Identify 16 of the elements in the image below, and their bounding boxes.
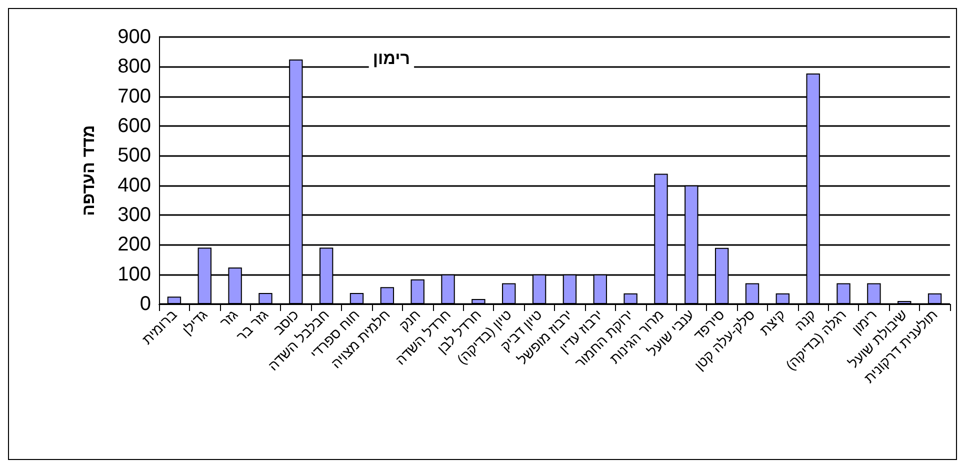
y-tick-label: 800 <box>118 56 151 78</box>
x-tick-label: קיצת <box>756 306 788 338</box>
y-axis-title: מדד העדפה <box>79 125 98 216</box>
y-tick-label: 600 <box>118 115 151 137</box>
y-tick-label: 100 <box>118 263 151 286</box>
x-tick-label: גזר <box>216 306 241 330</box>
y-tick-label: 900 <box>118 26 151 48</box>
y-tick-label: 700 <box>118 85 151 108</box>
y-tick-label: 0 <box>140 293 151 315</box>
y-tick-label: 200 <box>118 234 151 256</box>
y-tick-label: 500 <box>118 144 151 167</box>
y-tick-label: 400 <box>118 174 151 196</box>
x-tick-label: קנה <box>791 306 819 334</box>
y-tick-label: 300 <box>118 204 151 226</box>
x-tick-label: גדילן <box>178 306 210 338</box>
text: רימון <box>372 49 410 68</box>
